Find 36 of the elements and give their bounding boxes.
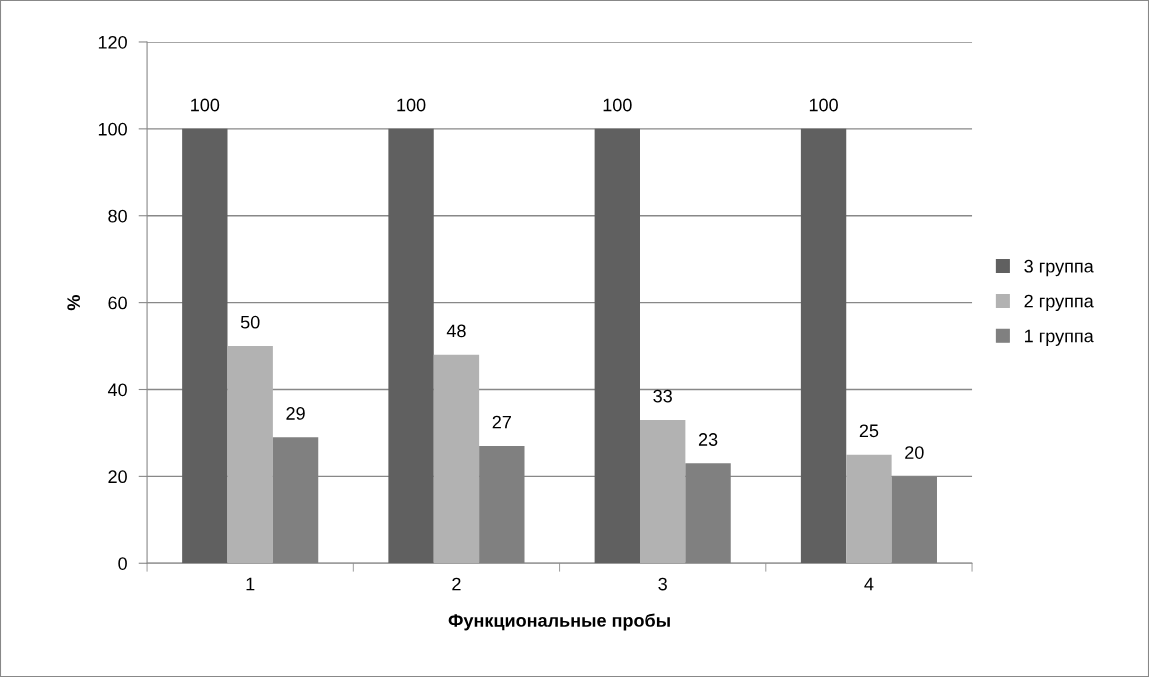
data-label: 50 [240,315,260,329]
data-label: 29 [286,407,305,420]
data-label: 23 [698,433,718,446]
bar [182,128,228,564]
y-axis-title: % [67,295,81,311]
legend-label: 2 группа [1024,294,1094,312]
bar [433,354,480,564]
bar [594,128,640,564]
bar [227,346,273,564]
y-tick-label: 0 [118,557,127,570]
bar [388,128,434,564]
x-tick-label: 4 [864,577,874,591]
data-label: 100 [397,98,426,112]
bar [846,454,892,564]
y-tick-label: 120 [98,35,127,49]
data-label: 100 [809,98,838,112]
data-label: 100 [603,98,632,112]
data-label: 27 [492,415,511,429]
data-label: 33 [653,389,672,403]
legend-label: 1 группа [1025,329,1094,346]
x-tick-label: 3 [658,577,667,591]
x-axis-title: Функциональные пробы [448,613,670,631]
y-tick-label: 20 [108,470,127,484]
y-tick-label: 40 [107,383,127,397]
x-tick-label: 1 [246,577,255,591]
bar [800,128,847,564]
y-tick-label: 80 [108,209,127,223]
data-label: 25 [859,424,879,438]
data-label: 100 [191,98,220,112]
data-label: 48 [446,324,466,338]
legend-label: 3 группа [1024,259,1094,277]
data-label: 20 [905,446,924,459]
x-tick-label: 2 [452,577,461,591]
y-tick-label: 60 [108,296,127,310]
bar [640,419,686,564]
y-tick-label: 100 [98,122,127,136]
